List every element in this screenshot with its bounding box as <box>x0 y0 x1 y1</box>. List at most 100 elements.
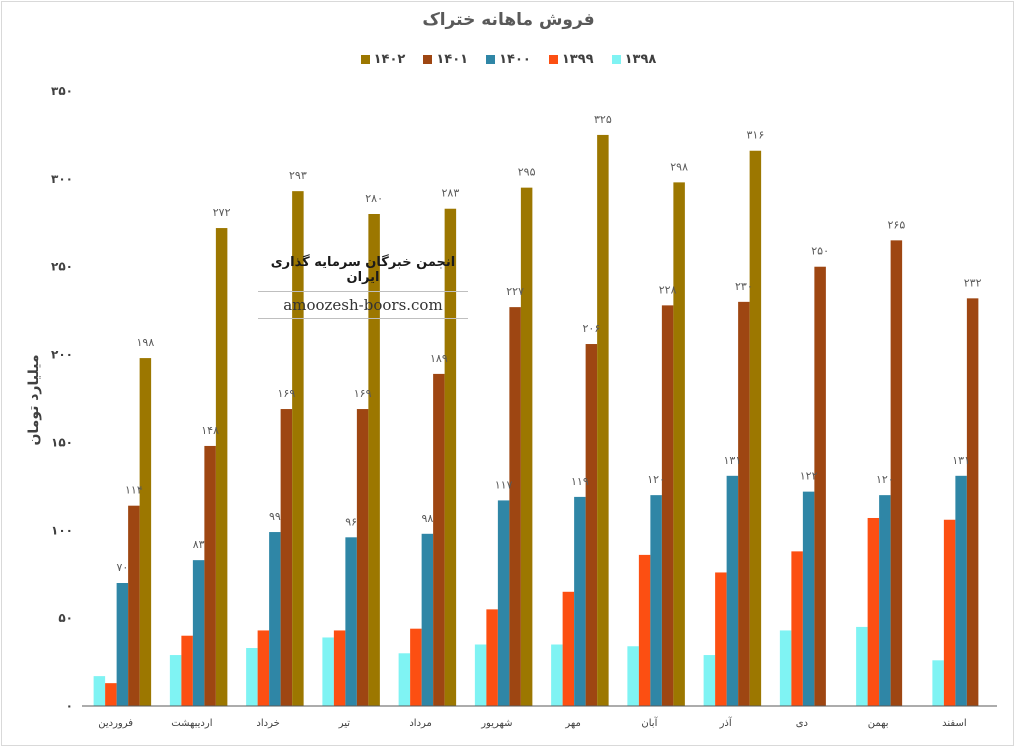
bar <box>574 496 586 706</box>
bar <box>943 519 956 706</box>
bar <box>322 637 334 706</box>
y-tick-label: ۲۰۰ <box>51 348 73 362</box>
bar <box>509 307 521 706</box>
legend-item: ۱۳۹۸ <box>611 52 657 67</box>
bar <box>368 214 380 706</box>
bar <box>116 583 129 706</box>
bar <box>856 626 868 706</box>
bar-labels: ۷۰ ۱۱۴ ۱۹۸ ۸۳ ۱۴۸ ۲۷۲ ۹۹ ۱۶۹ ۲۹۳ ۹۶ ۱۶۹ ۲۸۰ ۹۸ ۱۸۹ ۲۸۳… <box>116 113 981 574</box>
y-tick-label: ۵۰ <box>58 611 73 625</box>
y-tick-label: ۳۰۰ <box>51 172 73 186</box>
legend: ۱۴۰۲ ۱۴۰۱ ۱۴۰۰ ۱۳۹۹ ۱۳۹۸ <box>0 52 1017 67</box>
data-label: ۲۶۵ <box>888 218 906 231</box>
data-label: ۷۰ <box>116 561 128 574</box>
x-tick-label: مرداد <box>409 718 432 729</box>
bar <box>661 305 674 706</box>
bar <box>474 644 487 706</box>
watermark-url: amoozesh-boors.com <box>258 292 468 319</box>
data-label: ۲۸۰ <box>365 192 383 205</box>
bar <box>932 660 944 706</box>
bar <box>345 537 357 706</box>
bar <box>257 630 270 706</box>
bar <box>246 648 258 706</box>
bar <box>779 630 792 706</box>
data-label: ۹۹ <box>269 510 281 523</box>
bar <box>105 683 117 706</box>
bar <box>597 134 609 706</box>
bars <box>93 134 979 707</box>
x-tick-label: مهر <box>564 718 580 729</box>
bar <box>215 228 228 707</box>
bar <box>128 505 140 706</box>
bar <box>444 208 457 706</box>
bar <box>879 495 891 706</box>
bar <box>292 191 304 706</box>
legend-item: ۱۴۰۲ <box>360 52 406 67</box>
bar <box>638 554 651 706</box>
legend-label: ۱۴۰۲ <box>373 52 406 67</box>
y-ticks: ۰ ۵۰ ۱۰۰ ۱۵۰ ۲۰۰ ۲۵۰ ۳۰۰ ۳۵۰ <box>51 84 73 713</box>
data-label: ۱۲۲ <box>800 470 818 483</box>
legend-swatch <box>360 55 370 64</box>
x-tick-label: اردیبهشت <box>171 718 212 729</box>
bar <box>280 409 293 706</box>
legend-item: ۱۴۰۱ <box>423 52 468 67</box>
data-label: ۱۲۰ <box>876 473 894 486</box>
bar <box>715 572 727 706</box>
bar <box>356 409 369 706</box>
bar <box>627 646 639 706</box>
data-label: ۲۰۶ <box>583 322 601 335</box>
legend-swatch <box>548 55 558 64</box>
bar <box>955 475 967 706</box>
data-label: ۹۶ <box>345 515 357 528</box>
y-tick-label: ۱۰۰ <box>51 523 73 537</box>
bar <box>421 533 434 706</box>
chart-title: فروش ماهانه ختراک <box>422 10 595 30</box>
data-label: ۱۴۸ <box>201 424 219 437</box>
x-tick-label: تیر <box>338 718 351 729</box>
legend-label: ۱۳۹۹ <box>561 52 594 67</box>
bar <box>673 182 685 706</box>
legend-swatch <box>486 55 496 64</box>
data-label: ۱۶۹ <box>354 387 372 400</box>
data-label: ۲۸۳ <box>442 187 460 200</box>
bar <box>551 644 563 706</box>
data-label: ۳۲۵ <box>594 113 612 126</box>
x-tick-label: اسفند <box>942 718 966 729</box>
data-label: ۲۷۲ <box>213 206 231 219</box>
data-label: ۱۶۹ <box>278 387 296 400</box>
data-label: ۱۸۹ <box>430 352 448 365</box>
bar <box>703 655 716 706</box>
legend-label: ۱۳۹۸ <box>624 52 657 67</box>
bar <box>486 609 498 706</box>
x-ticks: فروردین اردیبهشت خرداد تیر مرداد شهریور مهر آبا… <box>98 716 966 729</box>
bar <box>192 560 205 706</box>
bar <box>497 500 510 706</box>
data-label: ۱۳۱ <box>952 454 970 467</box>
data-label: ۲۲۸ <box>659 283 677 296</box>
watermark: انجمن خبرگان سرمایه گذاری ایران amoozesh… <box>258 255 468 319</box>
data-label: ۱۱۷ <box>495 478 513 491</box>
data-label: ۲۲۷ <box>506 285 524 298</box>
data-label: ۱۹۸ <box>137 336 155 349</box>
legend-label: ۱۴۰۰ <box>499 52 531 67</box>
bar <box>520 187 533 707</box>
bar <box>791 551 803 706</box>
data-label: ۲۹۵ <box>518 166 536 179</box>
data-label: ۱۱۹ <box>571 475 589 488</box>
data-label: ۱۲۰ <box>647 473 665 486</box>
x-tick-label: خرداد <box>256 718 279 729</box>
legend-label: ۱۴۰۱ <box>436 52 469 67</box>
bar <box>890 240 903 706</box>
bar <box>585 344 598 706</box>
x-tick-label: فروردین <box>98 718 133 729</box>
bar <box>726 475 739 706</box>
data-label: ۲۳۲ <box>964 276 982 289</box>
legend-swatch <box>423 55 433 64</box>
bar <box>169 655 182 706</box>
data-label: ۲۹۸ <box>670 160 688 173</box>
bar <box>814 266 826 706</box>
data-label: ۸۳ <box>193 538 205 551</box>
y-tick-label: ۱۵۰ <box>51 435 73 449</box>
